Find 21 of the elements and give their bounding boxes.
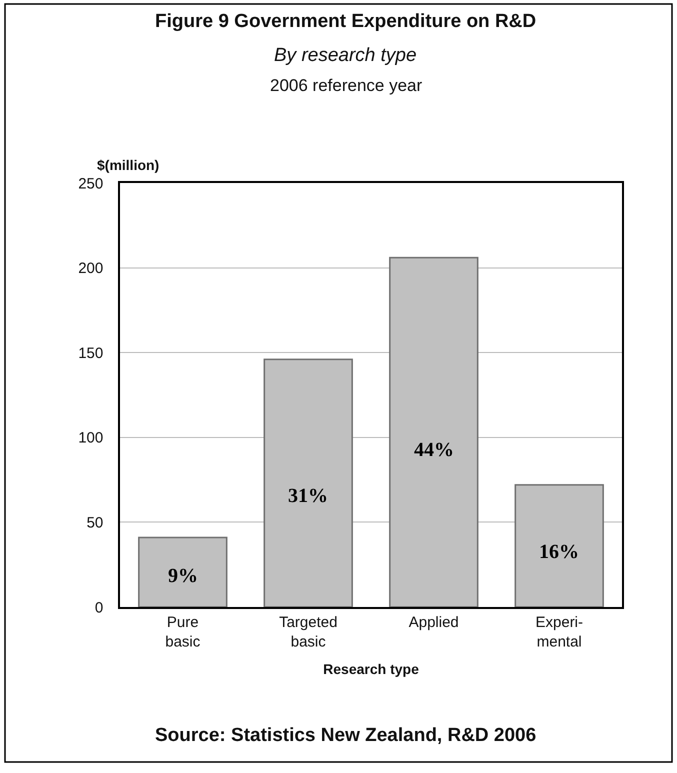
x-tick-label: Pure basic bbox=[165, 614, 201, 650]
annotation: 44% bbox=[414, 439, 454, 461]
annotation: 31% bbox=[288, 485, 328, 507]
x-tick-label: Targeted basic bbox=[279, 614, 338, 650]
y-tick-label: 100 bbox=[78, 430, 104, 447]
chart-title: Figure 9 Government Expenditure on R&D bbox=[155, 11, 536, 32]
y-tick-label: 200 bbox=[78, 260, 104, 278]
bar bbox=[138, 536, 228, 607]
y-tick-label: 0 bbox=[94, 599, 104, 616]
text: 2006 reference year bbox=[270, 76, 422, 95]
x-axis-title: Research type bbox=[323, 661, 420, 678]
y-tick-label: 150 bbox=[78, 344, 104, 362]
x-tick-label: Applied bbox=[408, 614, 459, 631]
x-tick-label: Experi- mental bbox=[535, 614, 584, 650]
annotation: 9% bbox=[168, 565, 198, 587]
y-tick-label: 50 bbox=[86, 514, 104, 532]
y-axis-title: $(million) bbox=[97, 157, 160, 173]
chart-subtitle: By research type bbox=[274, 45, 417, 66]
source-note: Source: Statistics New Zealand, R&D 2006 bbox=[155, 725, 536, 746]
annotation: 16% bbox=[539, 541, 579, 563]
y-tick-label: 250 bbox=[78, 175, 104, 192]
